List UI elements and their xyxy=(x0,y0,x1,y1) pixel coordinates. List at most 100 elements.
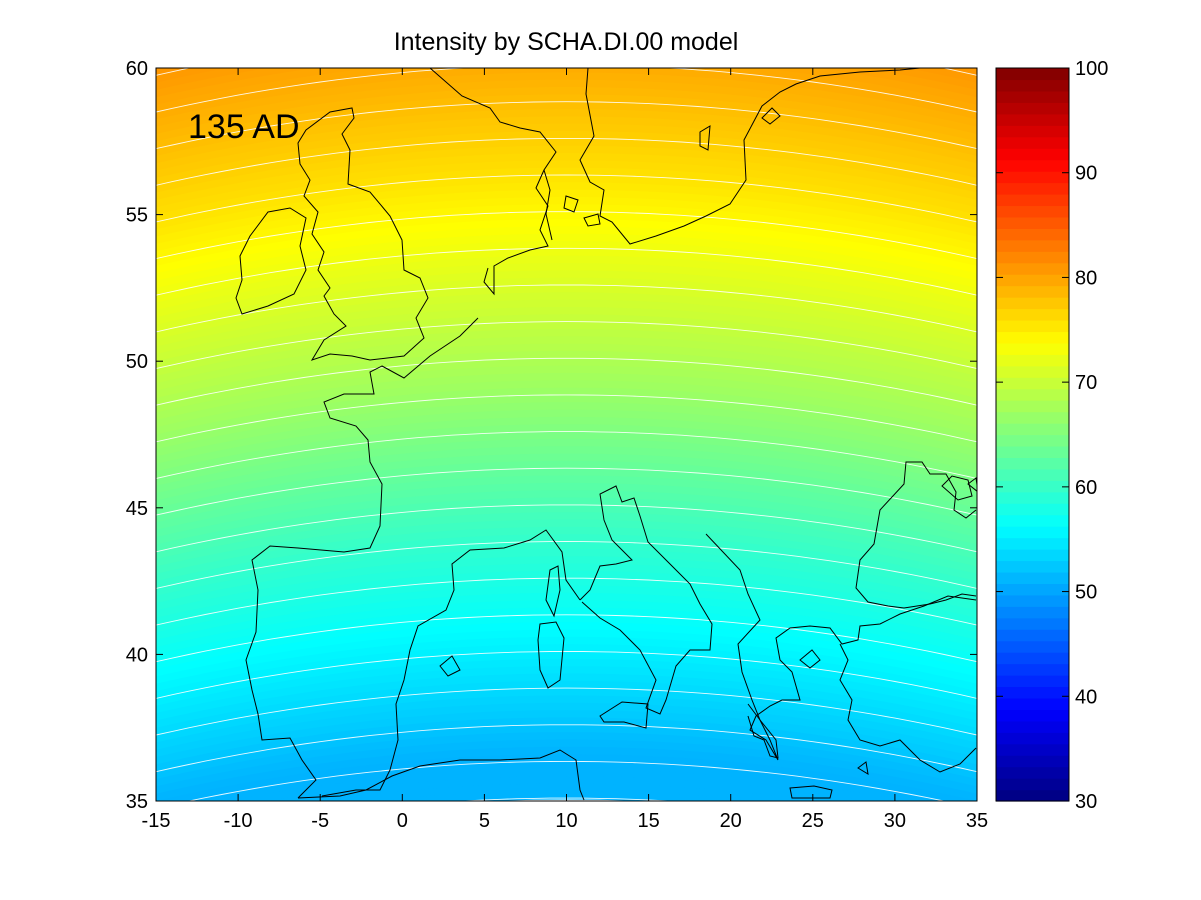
colorbar-segment xyxy=(996,228,1069,241)
y-tick-label: 55 xyxy=(126,205,148,227)
contour-line xyxy=(156,577,977,626)
colorbar-segment xyxy=(996,445,1069,458)
intensity-band xyxy=(156,658,977,715)
epoch-label: 135 AD xyxy=(188,108,300,146)
coastline-crete xyxy=(789,785,833,799)
intensity-band xyxy=(156,460,977,517)
intensity-band xyxy=(156,241,977,297)
intensity-band xyxy=(156,644,977,700)
colorbar-segment xyxy=(996,308,1069,321)
intensity-band xyxy=(156,600,977,656)
contour-line xyxy=(156,724,977,773)
x-tick-label: 25 xyxy=(802,810,824,832)
intensity-band xyxy=(156,299,977,356)
intensity-band xyxy=(267,776,866,801)
colorbar-segment xyxy=(996,400,1069,413)
intensity-band xyxy=(156,314,977,370)
colorbar-segment xyxy=(996,617,1069,630)
colorbar-segment xyxy=(996,90,1069,103)
colorbar-segment xyxy=(996,354,1069,367)
colorbar-segment xyxy=(996,262,1069,275)
contour-line xyxy=(156,174,977,223)
intensity-band xyxy=(156,570,977,627)
intensity-band xyxy=(156,138,977,195)
coastline-iberia-med xyxy=(321,529,581,797)
contour-lines xyxy=(156,68,977,801)
intensity-band xyxy=(156,541,977,598)
intensity-band xyxy=(156,189,977,246)
contour-line xyxy=(187,760,946,801)
colorbar-tick-label: 60 xyxy=(1075,477,1097,499)
intensity-band xyxy=(156,556,977,612)
colorbar-segment xyxy=(996,79,1069,92)
colorbar-frame xyxy=(995,67,1070,802)
colorbar-segment xyxy=(996,720,1069,733)
intensity-band xyxy=(156,424,977,480)
intensity-band xyxy=(156,350,977,407)
colorbar-tick-label: 40 xyxy=(1075,686,1097,708)
colorbar-segment xyxy=(996,549,1069,562)
intensity-band xyxy=(156,402,977,458)
intensity-band xyxy=(156,724,977,781)
intensity-band xyxy=(156,651,977,708)
colorbar-segment xyxy=(996,136,1069,149)
colorbar-segment xyxy=(996,766,1069,779)
colorbar-segment xyxy=(996,171,1069,184)
colorbar-segment xyxy=(996,640,1069,653)
intensity-band xyxy=(156,453,977,510)
colorbar-tick-label: 80 xyxy=(1075,267,1097,289)
colorbar-segment xyxy=(996,434,1069,447)
colorbar-segment xyxy=(996,675,1069,688)
intensity-band xyxy=(156,548,977,605)
intensity-band xyxy=(156,680,977,737)
intensity-band xyxy=(156,160,977,217)
intensity-band xyxy=(156,710,977,766)
contour-line xyxy=(156,357,977,406)
intensity-band xyxy=(156,197,977,253)
colorbar-segment xyxy=(996,159,1069,172)
intensity-band xyxy=(156,372,977,429)
intensity-band xyxy=(156,607,977,664)
intensity-band xyxy=(156,204,977,260)
intensity-band xyxy=(156,482,977,539)
colorbar-segment xyxy=(996,663,1069,676)
colorbar-tick-label: 70 xyxy=(1075,372,1097,394)
x-tick-label: 20 xyxy=(720,810,742,832)
colorbar-segment xyxy=(996,709,1069,722)
intensity-band xyxy=(156,226,977,282)
intensity-band xyxy=(156,754,977,801)
coastline-balearics xyxy=(439,655,461,677)
y-axis-ticks: 35 40 45 50 55 60 xyxy=(126,58,977,813)
colorbar-bands xyxy=(996,68,1069,802)
x-tick-label: 0 xyxy=(397,810,408,832)
colorbar-segment xyxy=(996,697,1069,710)
colorbar: 30 40 50 60 70 80 90 100 xyxy=(995,58,1108,813)
colorbar-segment xyxy=(996,457,1069,470)
colorbar-segment xyxy=(996,526,1069,539)
intensity-band xyxy=(156,497,977,554)
chart-title: Intensity by SCHA.DI.00 model xyxy=(394,28,739,56)
colorbar-segment xyxy=(996,571,1069,584)
intensity-band xyxy=(156,578,977,634)
x-tick-label: 10 xyxy=(555,810,577,832)
colorbar-segment xyxy=(996,583,1069,596)
intensity-band xyxy=(156,438,977,495)
contour-line xyxy=(156,687,977,736)
colorbar-segment xyxy=(996,388,1069,401)
colorbar-tick-label: 100 xyxy=(1075,58,1108,80)
colorbar-tick-label: 50 xyxy=(1075,582,1097,604)
coastline-island-a xyxy=(761,107,781,125)
intensity-band xyxy=(156,321,977,378)
colorbar-segment xyxy=(996,778,1069,791)
intensity-band xyxy=(156,666,977,722)
intensity-band xyxy=(156,219,977,275)
colorbar-segment xyxy=(996,342,1069,355)
intensity-band xyxy=(156,182,977,239)
intensity-band xyxy=(156,211,977,268)
intensity-band xyxy=(156,746,977,801)
coastline-turkey-aegean xyxy=(839,643,977,773)
colorbar-segment xyxy=(996,331,1069,344)
intensity-band xyxy=(156,79,977,136)
colorbar-segment xyxy=(996,468,1069,481)
colorbar-segment xyxy=(996,377,1069,390)
